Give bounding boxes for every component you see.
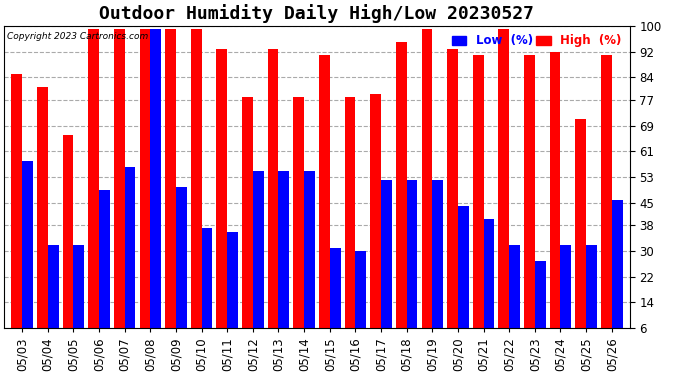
- Bar: [396, 42, 406, 347]
- Bar: [114, 29, 125, 347]
- Bar: [575, 119, 586, 347]
- Bar: [99, 190, 110, 347]
- Bar: [125, 168, 135, 347]
- Bar: [279, 171, 289, 347]
- Bar: [139, 29, 150, 347]
- Bar: [586, 244, 597, 347]
- Bar: [48, 244, 59, 347]
- Bar: [217, 49, 227, 347]
- Bar: [473, 55, 484, 347]
- Bar: [484, 219, 494, 347]
- Bar: [227, 232, 238, 347]
- Bar: [524, 55, 535, 347]
- Bar: [37, 87, 48, 347]
- Bar: [422, 29, 433, 347]
- Bar: [601, 55, 612, 347]
- Bar: [293, 97, 304, 347]
- Bar: [63, 135, 73, 347]
- Bar: [406, 180, 417, 347]
- Bar: [433, 180, 443, 347]
- Bar: [612, 200, 622, 347]
- Bar: [498, 29, 509, 347]
- Bar: [22, 161, 33, 347]
- Bar: [535, 261, 546, 347]
- Bar: [201, 228, 213, 347]
- Bar: [458, 206, 469, 347]
- Bar: [344, 97, 355, 347]
- Bar: [268, 49, 279, 347]
- Bar: [191, 29, 201, 347]
- Bar: [381, 180, 392, 347]
- Bar: [330, 248, 341, 347]
- Bar: [242, 97, 253, 347]
- Text: Copyright 2023 Cartronics.com: Copyright 2023 Cartronics.com: [8, 32, 148, 41]
- Bar: [355, 251, 366, 347]
- Bar: [560, 244, 571, 347]
- Bar: [304, 171, 315, 347]
- Bar: [88, 29, 99, 347]
- Bar: [371, 93, 381, 347]
- Bar: [11, 74, 22, 347]
- Bar: [319, 55, 330, 347]
- Legend: Low  (%), High  (%): Low (%), High (%): [450, 32, 624, 50]
- Bar: [253, 171, 264, 347]
- Title: Outdoor Humidity Daily High/Low 20230527: Outdoor Humidity Daily High/Low 20230527: [99, 4, 535, 23]
- Bar: [150, 29, 161, 347]
- Bar: [509, 244, 520, 347]
- Bar: [550, 52, 560, 347]
- Bar: [447, 49, 458, 347]
- Bar: [73, 244, 84, 347]
- Bar: [165, 29, 176, 347]
- Bar: [176, 187, 187, 347]
